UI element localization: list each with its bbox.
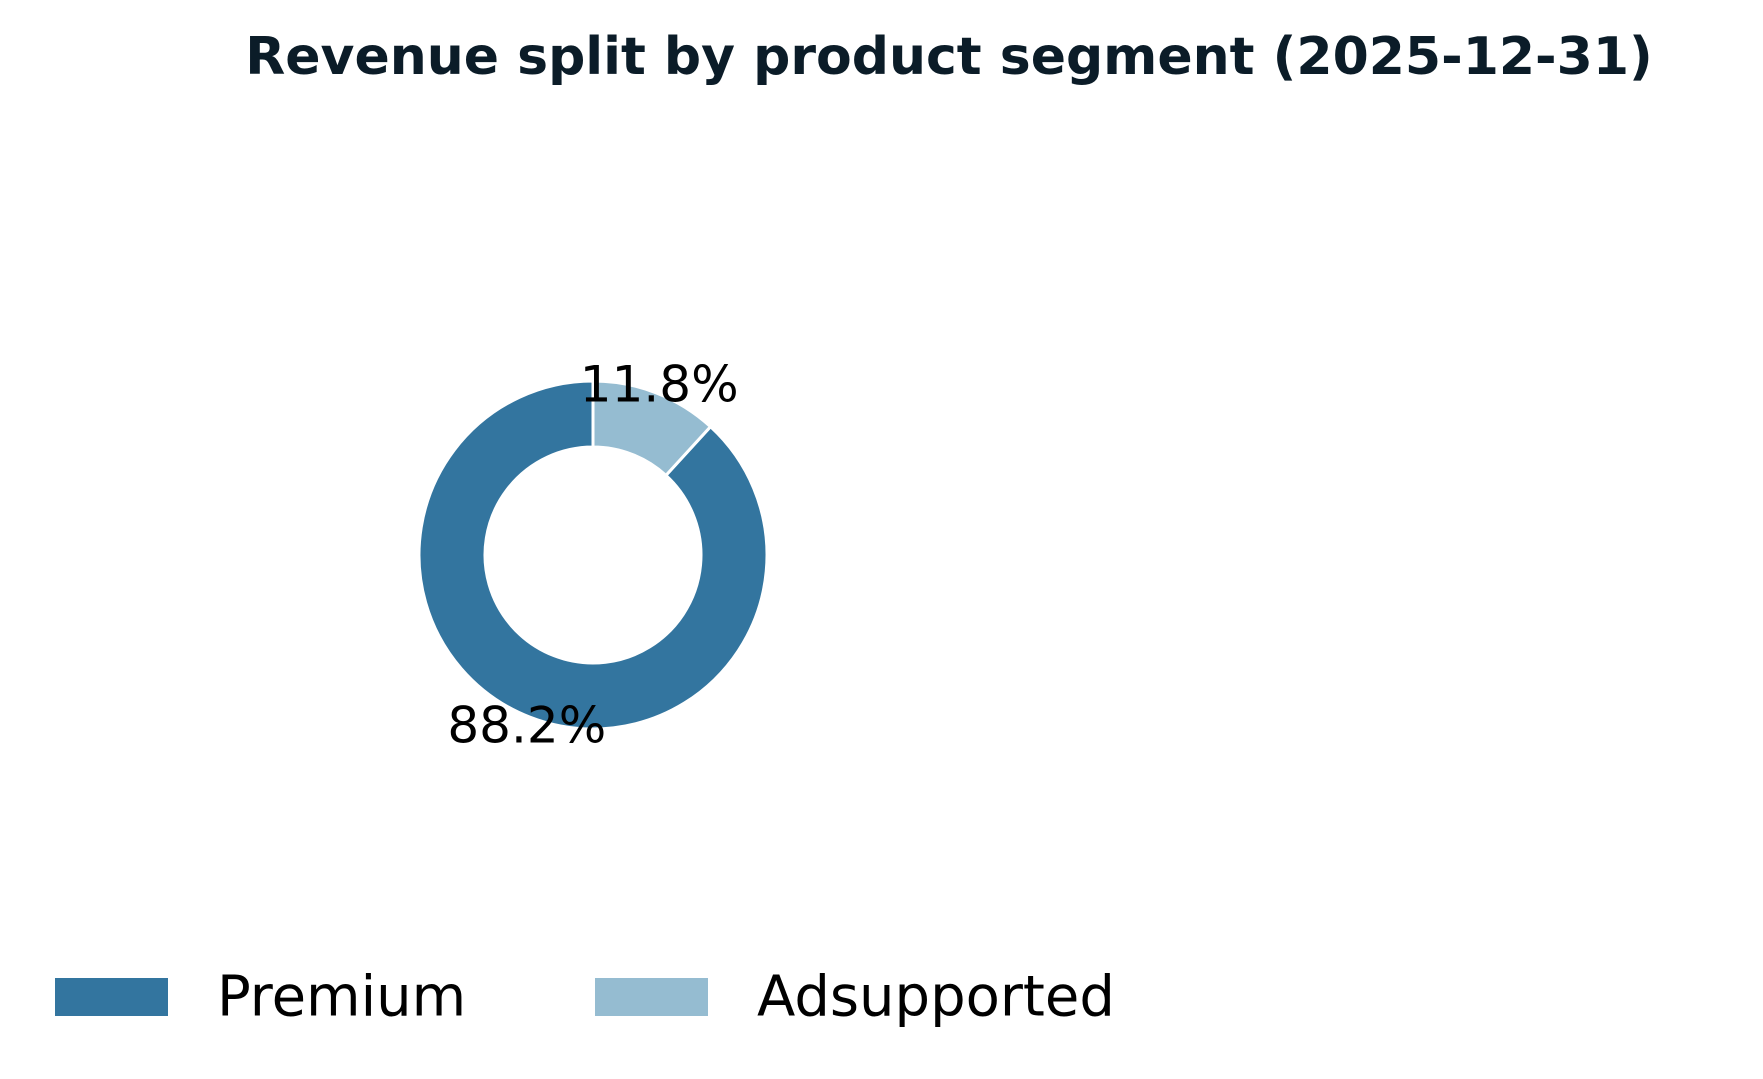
legend-swatch-premium [55,978,168,1016]
legend-swatch-adsupported [595,978,708,1016]
slice-premium [417,379,769,731]
chart-title: Revenue split by product segment (2025-1… [245,27,1653,87]
legend-label-premium: Premium [217,965,466,1030]
legend: Premium Adsupported [55,965,1115,1030]
slice-adsupported [591,379,713,478]
data-labels: 88.2% 11.8% [447,356,738,755]
legend-label-adsupported: Adsupported [757,965,1115,1030]
data-label-premium: 88.2% [447,696,606,754]
donut-slices [417,379,769,731]
data-label-adsupported: 11.8% [580,356,739,414]
